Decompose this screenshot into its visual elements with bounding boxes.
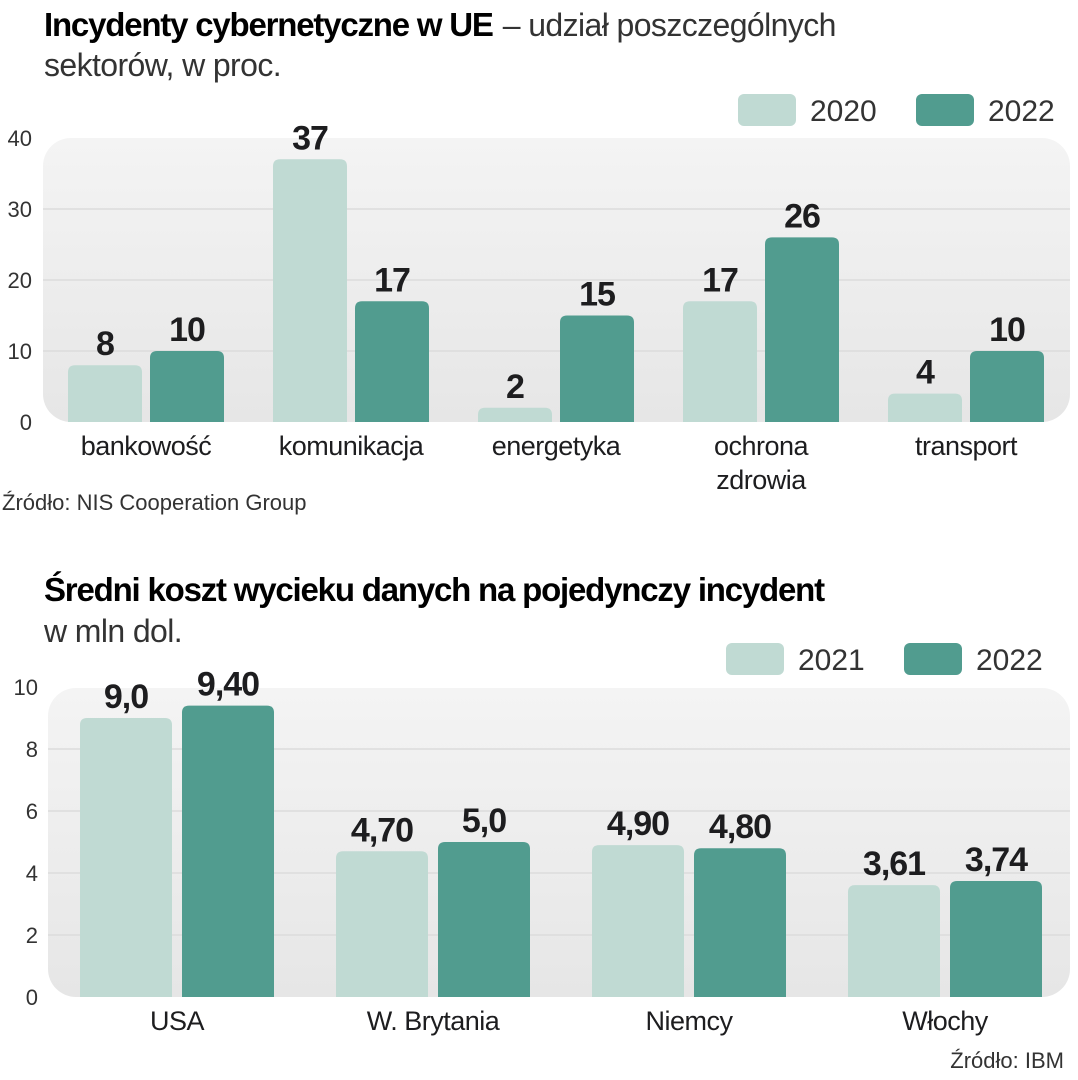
- legend-label-2020: 2020: [810, 95, 877, 128]
- bar-2020: [273, 159, 347, 423]
- category-label-line: ochrona: [714, 431, 810, 461]
- y-tick-label: 30: [8, 197, 32, 222]
- category-label-line: bankowość: [81, 431, 212, 461]
- bar-2022: [182, 705, 274, 997]
- y-tick-label: 20: [8, 268, 32, 293]
- category-label-line: Włochy: [902, 1006, 989, 1036]
- plot-panel: [48, 688, 1070, 997]
- data-label: 8: [96, 325, 114, 363]
- category-label: Włochy: [902, 1006, 989, 1036]
- bar-2020: [68, 365, 142, 422]
- data-label: 5,0: [462, 802, 506, 840]
- bar-2021: [80, 718, 172, 997]
- legend-label-2021: 2021: [798, 644, 865, 677]
- bar-2022: [355, 301, 429, 422]
- category-label-line: USA: [150, 1006, 205, 1036]
- chart2-title: Średni koszt wycieku danych na pojedyncz…: [44, 571, 825, 608]
- chart1-subtitle-line2: sektorów, w proc.: [44, 47, 281, 83]
- data-label: 4,80: [709, 808, 771, 846]
- bar-2022: [765, 237, 839, 422]
- bar-2020: [683, 301, 757, 422]
- bar-2022: [694, 848, 786, 997]
- y-tick-label: 10: [8, 339, 32, 364]
- data-label: 4,90: [607, 805, 669, 843]
- y-tick-label: 0: [26, 985, 38, 1010]
- bar-2022: [950, 881, 1042, 997]
- category-label: energetyka: [492, 431, 622, 461]
- category-label: ochrona zdrowia: [714, 431, 810, 495]
- category-label-line: komunikacja: [279, 431, 425, 461]
- category-label: komunikacja: [279, 431, 425, 461]
- data-label: 9,0: [104, 678, 148, 716]
- y-tick-label: 6: [26, 799, 38, 824]
- y-tick-label: 2: [26, 923, 38, 948]
- legend-label-2022: 2022: [976, 644, 1043, 677]
- data-label: 9,40: [197, 666, 259, 704]
- legend-swatch-2022: [904, 643, 962, 675]
- data-label: 37: [292, 119, 328, 157]
- bar-2021: [336, 851, 428, 997]
- legend-label-2022: 2022: [988, 95, 1055, 128]
- chart1-subtitle: – udział poszczególnych: [503, 7, 836, 43]
- category-label-line: energetyka: [492, 431, 622, 461]
- data-label: 15: [579, 276, 615, 314]
- y-tick-label: 0: [20, 410, 32, 435]
- category-label-line: transport: [915, 431, 1018, 461]
- legend-swatch-2022: [916, 94, 974, 126]
- category-label: Niemcy: [645, 1006, 733, 1036]
- data-label: 3,61: [863, 845, 925, 883]
- bar-2022: [970, 351, 1044, 422]
- data-label: 4,70: [351, 811, 413, 849]
- bar-2021: [592, 845, 684, 997]
- y-tick-label: 4: [26, 861, 38, 886]
- data-label: 2: [506, 368, 524, 406]
- legend-swatch-2021: [726, 643, 784, 675]
- data-label: 10: [169, 311, 205, 349]
- y-tick-label: 40: [8, 126, 32, 151]
- data-label: 3,74: [965, 841, 1028, 879]
- category-label: USA: [150, 1006, 205, 1036]
- bar-2020: [888, 393, 962, 422]
- data-label: 26: [784, 197, 820, 235]
- bar-2021: [848, 885, 940, 997]
- category-label-line: zdrowia: [716, 465, 807, 495]
- bar-2022: [560, 315, 634, 422]
- chart1-title-line1: Incydenty cybernetyczne w UE – udział pos…: [44, 6, 836, 43]
- bar-2022: [438, 842, 530, 997]
- data-label: 17: [374, 261, 410, 299]
- category-label: W. Brytania: [367, 1006, 501, 1036]
- chart2-source: Źródło: IBM: [950, 1048, 1064, 1073]
- category-label: bankowość: [81, 431, 212, 461]
- legend-swatch-2020: [738, 94, 796, 126]
- category-label-line: W. Brytania: [367, 1006, 501, 1036]
- category-label: transport: [915, 431, 1018, 461]
- bar-2020: [478, 407, 552, 422]
- category-label-line: Niemcy: [645, 1006, 733, 1036]
- bar-2022: [150, 351, 224, 422]
- data-label: 4: [916, 354, 935, 392]
- data-label: 10: [989, 311, 1025, 349]
- y-tick-label: 10: [14, 675, 38, 700]
- chart1-source: Źródło: NIS Cooperation Group: [2, 490, 307, 515]
- chart1-title: Incydenty cybernetyczne w UE: [44, 6, 493, 43]
- chart2: 0 2 4 6 8 10 2021 9,0 4,70 4,90 3,61 2022 9,40 5,0 4,8…: [14, 643, 1070, 1036]
- chart2-subtitle: w mln dol.: [43, 613, 182, 649]
- data-label: 17: [702, 261, 738, 299]
- y-tick-label: 8: [26, 737, 38, 762]
- chart1: 0 10 20 30 40 2020 8 37 2 17 4 2022 10 17 15 26 10 bankow…: [8, 94, 1070, 495]
